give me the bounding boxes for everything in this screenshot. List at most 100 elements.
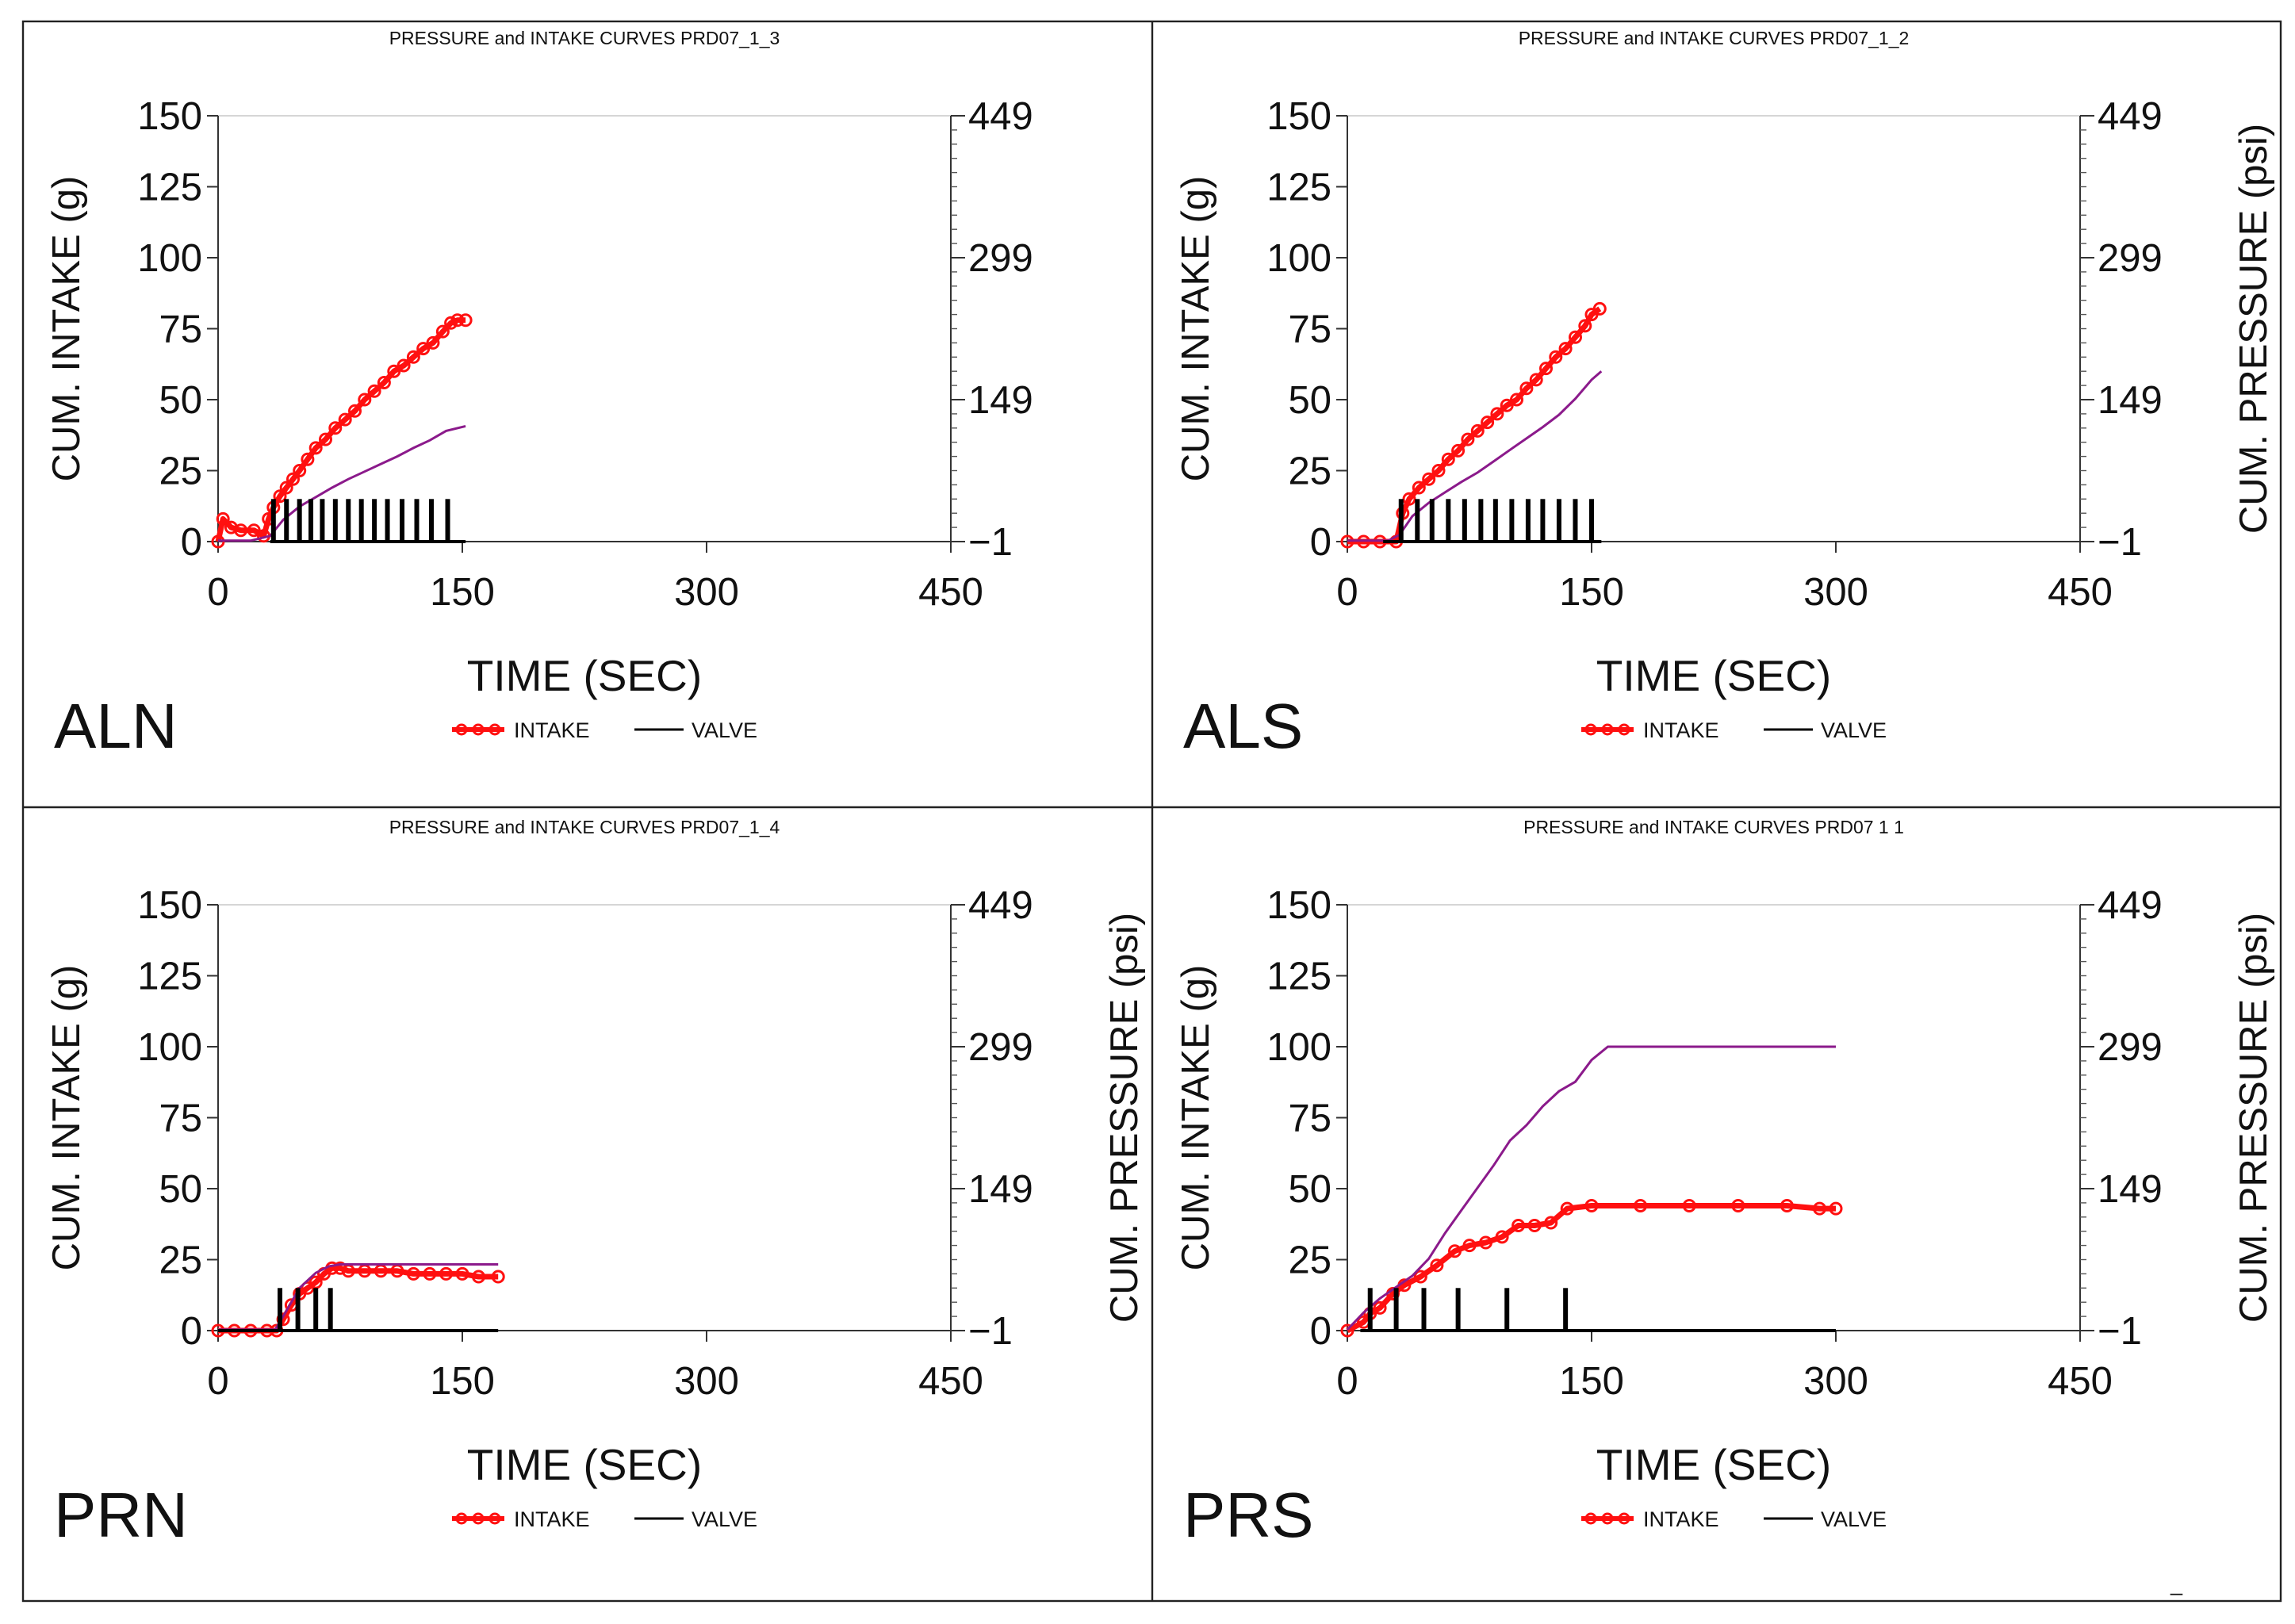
intake-point (491, 1270, 505, 1284)
legend-valve-label: VALVE (1821, 718, 1887, 742)
valve-pulse (1398, 499, 1404, 542)
y2-tick-label: 299 (2098, 237, 2163, 280)
intake-series (1340, 301, 1607, 549)
y-tick-label: 25 (159, 1239, 202, 1282)
x-tick-label: 0 (1336, 1360, 1358, 1403)
valve-pulse (1478, 499, 1484, 542)
valve-pulse (1446, 499, 1451, 542)
legend-intake-marker (1601, 1512, 1614, 1525)
y-tick-label: 75 (159, 308, 202, 351)
valve-pulse (270, 499, 276, 542)
x-axis-label: TIME (SEC) (1596, 1440, 1831, 1489)
y-tick-label: 75 (1288, 308, 1331, 351)
intake-point (1431, 464, 1446, 477)
intake-point (333, 1261, 347, 1275)
intake-point (1634, 1199, 1648, 1212)
y-tick-label: 150 (137, 95, 202, 138)
x-tick-label: 0 (1336, 571, 1358, 614)
intake-point (377, 376, 391, 389)
intake-point (1829, 1201, 1843, 1216)
legend: INTAKE VALVE (1581, 1507, 1887, 1531)
valve-pulse (414, 499, 420, 542)
valve-pulse (308, 499, 314, 542)
valve-pulse (1415, 499, 1420, 542)
x-tick-label: 150 (1559, 571, 1624, 614)
intake-point (1527, 1219, 1542, 1232)
intake-point (1592, 301, 1607, 316)
legend: INTAKE VALVE (452, 718, 757, 742)
valve-pulse (1504, 1288, 1510, 1331)
x-axis-label: TIME (SEC) (1596, 651, 1831, 700)
y2-tick-label: 299 (2098, 1026, 2163, 1069)
legend-valve-label: VALVE (1821, 1507, 1887, 1531)
valve-pulse (332, 499, 338, 542)
intake-point (367, 384, 381, 398)
y-tick-label: 100 (1266, 1026, 1331, 1069)
x-tick-label: 300 (1803, 1360, 1868, 1403)
intake-point (1461, 432, 1475, 446)
legend-intake-label: INTAKE (1643, 718, 1719, 742)
valve-pulse (1393, 1288, 1399, 1331)
valve-pulse (1589, 499, 1594, 542)
valve-pulse (1556, 499, 1561, 542)
intake-point (439, 1266, 453, 1281)
y2-tick-label: 449 (2098, 884, 2163, 927)
chart-panel-4: PRESSURE and INTAKE CURVES PRD07 1 1 0 25 5… (1174, 817, 2275, 1550)
corner-mark: _ (2170, 1572, 2183, 1595)
y-tick-label: 75 (159, 1097, 202, 1140)
x-axis-label: TIME (SEC) (467, 1440, 702, 1489)
chart-panel-3: PRESSURE and INTAKE CURVES PRD07_1_4 0 25 5… (45, 817, 1146, 1550)
x-tick-label: 150 (1559, 1360, 1624, 1403)
panel-label: PRN (54, 1480, 188, 1550)
intake-point (1529, 373, 1543, 387)
y-tick-label: 50 (159, 1168, 202, 1211)
intake-point (1560, 1201, 1574, 1216)
intake-point (319, 432, 332, 446)
x-tick-label: 150 (430, 1360, 495, 1403)
intake-point (455, 1266, 469, 1281)
intake-point (286, 472, 300, 486)
intake-point (279, 481, 293, 495)
legend-intake-marker (489, 723, 501, 736)
y-axis-label: CUM. INTAKE (g) (1174, 965, 1217, 1271)
intake-point (301, 452, 315, 466)
y2-tick-label: −1 (2098, 1310, 2142, 1353)
intake-point (397, 358, 411, 373)
intake-point (423, 1266, 437, 1281)
legend-intake-label: INTAKE (1643, 1507, 1719, 1531)
y-tick-label: 50 (1288, 379, 1331, 422)
y-tick-label: 50 (159, 379, 202, 422)
y2-tick-label: 449 (2098, 95, 2163, 138)
valve-pulse (1429, 499, 1435, 542)
intake-point (435, 324, 450, 339)
intake-point (406, 1266, 420, 1281)
legend-valve-label: VALVE (692, 718, 757, 742)
intake-point (1578, 319, 1592, 333)
y-tick-label: 150 (1266, 95, 1331, 138)
intake-point (1413, 1270, 1427, 1284)
legend-intake-marker (455, 723, 468, 736)
chart-title: PRESSURE and INTAKE CURVES PRD07_1_3 (389, 28, 780, 48)
y-tick-label: 50 (1288, 1168, 1331, 1211)
x-axis-label: TIME (SEC) (467, 651, 702, 700)
y-tick-label: 100 (1266, 237, 1331, 280)
intake-point (1470, 423, 1485, 438)
intake-point (444, 316, 458, 330)
valve-pulse (445, 499, 450, 542)
y-tick-label: 125 (137, 956, 202, 998)
valve-pulse (346, 499, 351, 542)
intake-point (273, 489, 287, 504)
intake-point (1479, 1235, 1492, 1250)
intake-point (387, 364, 401, 378)
valve-pulse (1462, 499, 1467, 542)
y-tick-label: 100 (137, 237, 202, 280)
panel-label: PRS (1183, 1480, 1314, 1550)
legend: INTAKE VALVE (452, 1507, 757, 1531)
y-tick-label: 75 (1288, 1097, 1331, 1140)
legend-intake-marker (1618, 1512, 1630, 1525)
y-tick-label: 125 (137, 167, 202, 209)
valve-pulse (1540, 499, 1546, 542)
legend-intake-label: INTAKE (514, 1507, 590, 1531)
intake-point (1539, 362, 1553, 376)
